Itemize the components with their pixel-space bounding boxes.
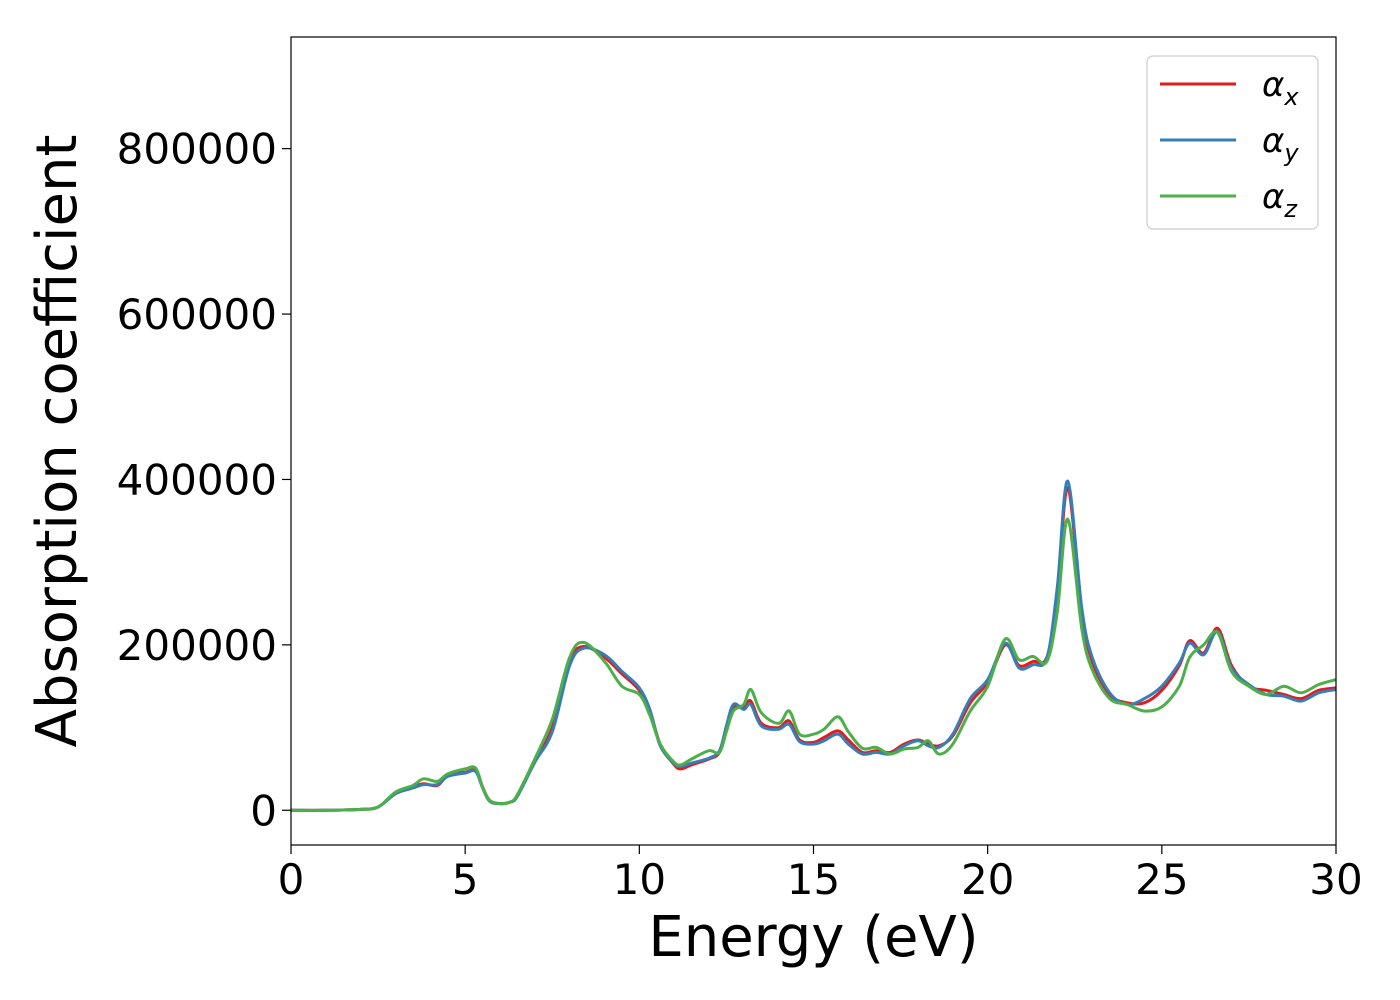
legend-label-z: αz: [1262, 177, 1298, 223]
series-layer: [290, 479, 1337, 812]
legend-label-x: αx: [1262, 65, 1299, 111]
x-tick-label: 10: [613, 855, 666, 904]
y-tick-label: 0: [250, 786, 277, 835]
legend-box: [1146, 55, 1319, 230]
x-tick-label: 30: [1309, 855, 1362, 904]
x-axis: 0 5 10 15 20 25 30: [278, 845, 1363, 904]
x-tick-label: 25: [1135, 855, 1188, 904]
x-axis-label: Energy (eV): [648, 905, 978, 970]
x-tick-label: 20: [961, 855, 1014, 904]
x-tick-label: 5: [452, 855, 479, 904]
y-tick-label: 400000: [117, 455, 277, 504]
x-tick-label: 15: [787, 855, 840, 904]
legend-label-y: αy: [1262, 121, 1299, 167]
y-axis: 0 200000 400000 600000 800000: [117, 125, 291, 835]
legend: αx αy αz: [1146, 55, 1319, 230]
y-axis-label: Absorption coefficient: [25, 135, 90, 748]
x-tick-label: 0: [278, 855, 305, 904]
y-tick-label: 200000: [117, 621, 277, 670]
series-line-z: [290, 517, 1337, 812]
y-tick-label: 600000: [117, 290, 277, 339]
y-tick-label: 800000: [117, 125, 277, 174]
